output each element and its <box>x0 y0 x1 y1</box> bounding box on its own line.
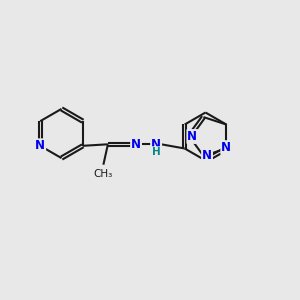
Text: N: N <box>131 138 141 151</box>
Text: N: N <box>188 130 197 143</box>
Text: N: N <box>202 149 212 162</box>
Text: N: N <box>151 138 161 151</box>
Text: H: H <box>152 147 161 157</box>
Text: N: N <box>35 139 45 152</box>
Text: CH₃: CH₃ <box>94 169 113 178</box>
Text: N: N <box>221 141 231 154</box>
